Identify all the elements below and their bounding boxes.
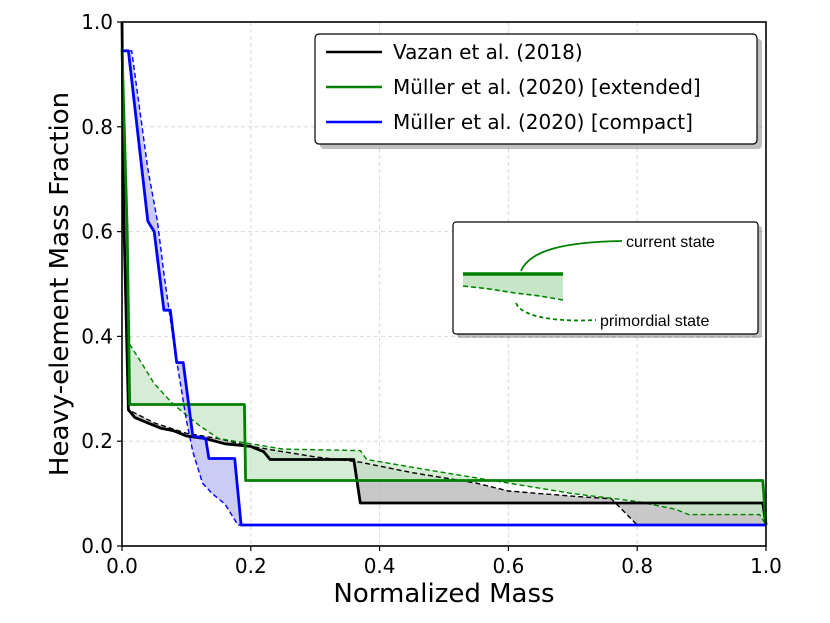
- primordial-line-muller-compact: [122, 50, 766, 526]
- legend-label-muller-extended: Müller et al. (2020) [extended]: [393, 75, 701, 99]
- x-axis-title: Normalized Mass: [333, 579, 554, 609]
- inset-key: current state primordial state: [452, 221, 762, 338]
- inset-current-label: current state: [626, 234, 715, 251]
- x-tick-label: 0.0: [106, 554, 138, 578]
- x-tick-label: 0.6: [492, 554, 524, 578]
- inset-primordial-line: [462, 285, 564, 301]
- plot-frame: [121, 21, 767, 547]
- legend-label-muller-compact: Müller et al. (2020) [compact]: [393, 110, 693, 134]
- x-tick-label: 0.2: [235, 554, 267, 578]
- current-line-muller-extended: [120, 48, 768, 526]
- x-tick-label: 0.8: [621, 554, 653, 578]
- y-tick-label: 0.0: [81, 534, 113, 558]
- legend-box: [314, 33, 758, 145]
- inset-current-pointer: [520, 240, 623, 272]
- y-tick-label: 1.0: [81, 10, 113, 34]
- axis-ticks: 0.0 0.2 0.4 0.6 0.8 1.0 0.0 0.2 0.4 0.6 0.8 1.0: [81, 10, 782, 578]
- primordial-line-vazan: [121, 21, 766, 526]
- inset-box: [452, 221, 759, 335]
- x-tick-label: 0.4: [364, 554, 396, 578]
- y-tick-label: 0.6: [81, 220, 113, 244]
- y-tick-label: 0.4: [81, 324, 113, 348]
- current-line-muller-compact: [122, 49, 766, 527]
- y-tick-label: 0.2: [81, 429, 113, 453]
- inset-fill: [463, 274, 563, 300]
- primordial-line-muller-extended: [121, 48, 767, 526]
- legend: Vazan et al. (2018) Müller et al. (2020)…: [314, 33, 762, 149]
- inset-primordial-label: primordial state: [600, 313, 709, 330]
- y-axis-title: Heavy-element Mass Fraction: [45, 92, 75, 476]
- x-tick-label: 1.0: [750, 554, 782, 578]
- current-line-vazan: [120, 21, 768, 526]
- legend-label-vazan: Vazan et al. (2018): [393, 40, 583, 64]
- series-lines: [120, 21, 768, 527]
- y-tick-label: 0.8: [81, 115, 113, 139]
